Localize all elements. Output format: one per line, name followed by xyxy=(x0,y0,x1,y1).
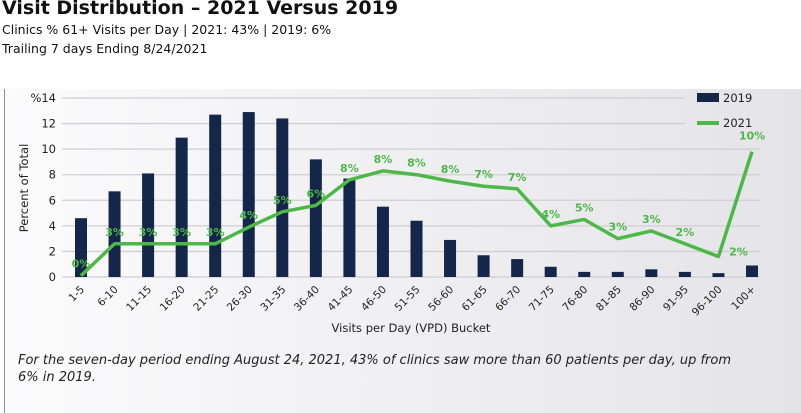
x-tick-label: 96-100 xyxy=(690,284,725,319)
legend-swatch-2019 xyxy=(697,93,719,102)
data-label-2021: 8% xyxy=(374,153,393,166)
x-tick-label: 86-90 xyxy=(627,284,657,314)
data-label-2021: 3% xyxy=(608,221,627,234)
x-tick-label: 71-75 xyxy=(527,284,557,314)
data-label-2021: 5% xyxy=(575,201,594,214)
y-tick-label: 4 xyxy=(49,219,56,233)
data-label-2021: 7% xyxy=(474,168,493,181)
bar-2019 xyxy=(108,191,121,277)
x-tick-label: 51-55 xyxy=(393,284,423,314)
x-tick-label: 76-80 xyxy=(560,284,590,314)
x-tick-label: 11-15 xyxy=(124,284,154,314)
x-tick-label: 1-5 xyxy=(67,284,88,305)
data-label-2021: 0% xyxy=(72,258,91,271)
data-label-2021: 8% xyxy=(340,162,359,175)
footnote: For the seven-day period ending August 2… xyxy=(18,353,731,385)
x-tick-label: 36-40 xyxy=(292,284,322,314)
data-label-2021: 4% xyxy=(239,209,258,222)
y-axis-label: Percent of Total xyxy=(17,144,31,233)
x-tick-label: 41-45 xyxy=(325,284,355,314)
data-label-2021: 8% xyxy=(407,157,426,170)
bar-2019 xyxy=(242,112,255,277)
y-tick-label: 10 xyxy=(41,142,56,156)
bar-2019 xyxy=(712,273,725,277)
bar-2019 xyxy=(142,173,155,277)
y-tick-label: 12 xyxy=(41,117,56,131)
legend-label-2019: 2019 xyxy=(723,91,752,105)
data-label-2021: 2% xyxy=(729,246,748,259)
y-tick-label: 0 xyxy=(49,270,56,284)
x-tick-label: 61-65 xyxy=(460,284,490,314)
bar-2019 xyxy=(645,269,658,277)
x-tick-label: 56-60 xyxy=(426,284,456,314)
bar-2019 xyxy=(376,206,389,277)
bar-2019 xyxy=(477,255,490,277)
y-tick-label: 6 xyxy=(49,193,56,207)
chart-subtitle: Clinics % 61+ Visits per Day | 2021: 43%… xyxy=(2,22,332,37)
chart-title: Visit Distribution – 2021 Versus 2019 xyxy=(2,0,399,19)
data-label-2021: 5% xyxy=(273,194,292,207)
bar-2019 xyxy=(544,266,557,277)
chart-period: Trailing 7 days Ending 8/24/2021 xyxy=(2,41,208,56)
bar-2019 xyxy=(209,114,222,277)
data-label-2021: 8% xyxy=(441,163,460,176)
data-label-2021: 3% xyxy=(105,226,124,239)
bar-2019 xyxy=(309,159,322,277)
bar-2019 xyxy=(343,178,356,277)
x-axis-label: Visits per Day (VPD) Bucket xyxy=(332,321,491,335)
bar-2019 xyxy=(611,271,624,277)
x-tick-label: 6-10 xyxy=(95,284,120,309)
bar-2019 xyxy=(746,265,758,277)
bar-2019 xyxy=(75,218,87,277)
legend-label-2021: 2021 xyxy=(723,116,752,130)
data-label-2021: 3% xyxy=(139,226,158,239)
line-2021 xyxy=(79,151,754,277)
y-tick-label: 2 xyxy=(49,244,56,258)
x-tick-label: 26-30 xyxy=(225,284,255,314)
x-tick-label: 21-25 xyxy=(191,284,221,314)
data-label-2021: 4% xyxy=(541,208,560,221)
bar-2019 xyxy=(276,118,289,277)
x-tick-label: 100+ xyxy=(729,284,758,313)
data-label-2021: 3% xyxy=(172,226,191,239)
x-tick-label: 81-85 xyxy=(594,284,624,314)
legend-swatch-2021 xyxy=(697,121,719,125)
bar-2019 xyxy=(410,220,423,277)
x-tick-label: 46-50 xyxy=(359,284,389,314)
x-tick-label: 31-35 xyxy=(258,284,288,314)
x-tick-label: 66-70 xyxy=(493,284,523,314)
data-label-2021: 3% xyxy=(642,213,661,226)
data-label-2021: 3% xyxy=(206,226,225,239)
bar-2019 xyxy=(578,271,591,277)
data-label-2021: 6% xyxy=(307,187,326,200)
bar-2019 xyxy=(444,239,457,277)
bar-2019 xyxy=(175,137,188,277)
bar-2019 xyxy=(511,259,524,277)
bar-2019 xyxy=(678,271,691,277)
y-tick-label: %14 xyxy=(30,91,56,105)
x-tick-label: 16-20 xyxy=(158,284,188,314)
y-tick-label: 8 xyxy=(49,168,56,182)
data-label-2021: 7% xyxy=(508,171,527,184)
data-label-2021: 2% xyxy=(676,226,695,239)
data-label-2021: 10% xyxy=(739,130,765,143)
x-tick-label: 91-95 xyxy=(661,284,691,314)
